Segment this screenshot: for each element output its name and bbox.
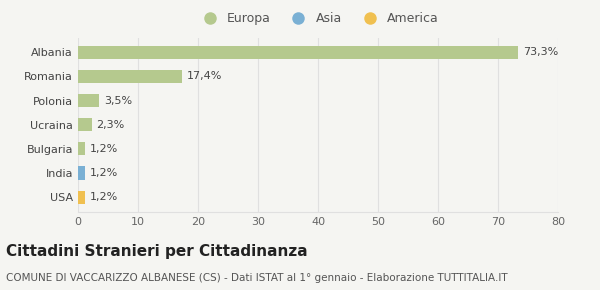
Bar [78, 70, 182, 83]
Legend: Europa, Asia, America: Europa, Asia, America [194, 10, 442, 28]
Bar [78, 118, 92, 131]
Text: 3,5%: 3,5% [104, 95, 132, 106]
Text: 73,3%: 73,3% [523, 47, 558, 57]
Text: 1,2%: 1,2% [90, 144, 118, 154]
Bar [78, 191, 85, 204]
Text: COMUNE DI VACCARIZZO ALBANESE (CS) - Dati ISTAT al 1° gennaio - Elaborazione TUT: COMUNE DI VACCARIZZO ALBANESE (CS) - Dat… [6, 273, 508, 282]
Text: 2,3%: 2,3% [97, 120, 125, 130]
Bar [78, 142, 85, 155]
Text: 1,2%: 1,2% [90, 168, 118, 178]
Text: 1,2%: 1,2% [90, 192, 118, 202]
Bar [78, 166, 85, 180]
Text: Cittadini Stranieri per Cittadinanza: Cittadini Stranieri per Cittadinanza [6, 244, 308, 259]
Bar [78, 46, 518, 59]
Bar [78, 94, 99, 107]
Text: 17,4%: 17,4% [187, 71, 223, 81]
